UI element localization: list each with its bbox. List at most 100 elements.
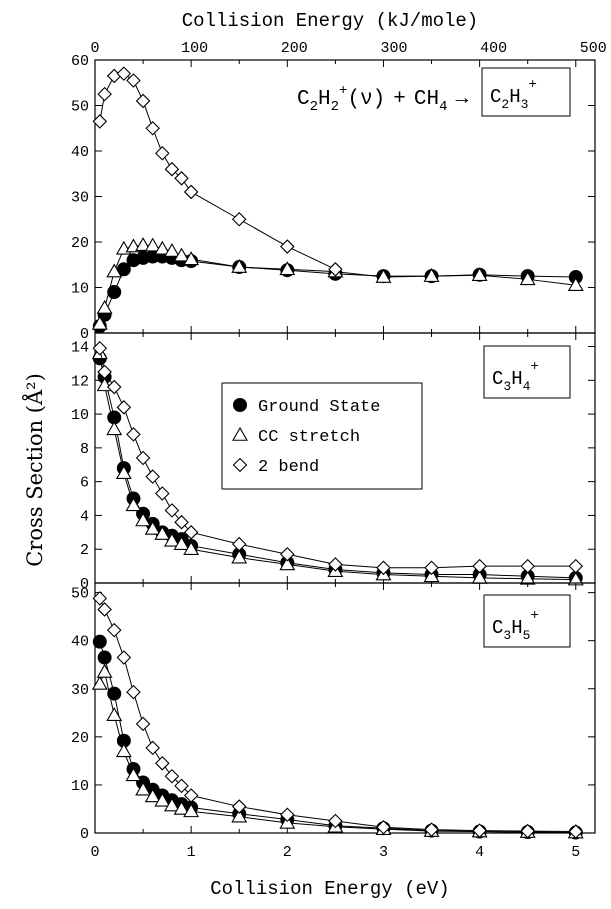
x2-tick-label: 0 xyxy=(90,40,99,57)
data-point xyxy=(154,792,171,807)
data-point xyxy=(471,267,488,282)
data-point xyxy=(135,781,152,796)
x-tick-label: 3 xyxy=(379,844,388,861)
data-point xyxy=(163,532,180,547)
data-point xyxy=(568,824,584,839)
y-tick-label: 0 xyxy=(80,326,89,343)
data-point xyxy=(231,799,247,814)
data-point xyxy=(183,788,199,803)
product-label: C2H3+ xyxy=(490,77,537,112)
data-point xyxy=(106,263,123,278)
y-tick-label: 60 xyxy=(71,53,89,70)
legend-label: CC stretch xyxy=(258,428,360,447)
series-2-bend xyxy=(92,340,584,576)
y-axis-title: Cross Section (Å²) xyxy=(22,373,47,567)
data-point xyxy=(567,277,584,292)
series-ground-state xyxy=(92,249,583,334)
data-point xyxy=(106,379,122,395)
data-point xyxy=(231,211,247,227)
y-tick-label: 12 xyxy=(71,373,89,390)
data-point xyxy=(173,536,190,550)
product-label: C3H4+ xyxy=(492,359,539,394)
y-tick-label: 0 xyxy=(80,576,89,593)
data-point xyxy=(135,93,151,109)
data-point xyxy=(92,114,108,129)
y-tick-label: 14 xyxy=(71,340,89,357)
data-point xyxy=(154,525,171,540)
legend-marker xyxy=(233,398,247,412)
data-point xyxy=(116,650,132,665)
y-tick-label: 8 xyxy=(80,441,89,458)
x-tick-label: 1 xyxy=(187,844,196,861)
data-point xyxy=(519,271,536,286)
y-tick-label: 30 xyxy=(71,190,89,207)
y-tick-label: 4 xyxy=(80,508,89,525)
data-point xyxy=(125,497,142,512)
x2-tick-label: 500 xyxy=(580,40,607,57)
data-point xyxy=(328,557,343,572)
data-point xyxy=(135,237,152,251)
y-tick-label: 20 xyxy=(71,235,89,252)
data-point xyxy=(279,261,296,276)
data-point xyxy=(97,86,112,102)
data-point xyxy=(164,768,180,784)
data-point xyxy=(520,558,535,574)
data-point xyxy=(423,568,440,583)
data-point xyxy=(125,767,142,782)
data-point xyxy=(424,560,439,576)
data-point xyxy=(280,239,295,254)
y-tick-label: 50 xyxy=(71,99,89,116)
reaction-equation: C2H2+(ν) + CH4 → xyxy=(297,83,468,115)
data-point xyxy=(183,541,200,556)
legend-label: Ground State xyxy=(258,398,380,417)
legend-marker xyxy=(232,457,248,473)
data-point xyxy=(231,258,248,273)
y-tick-label: 0 xyxy=(80,826,89,843)
data-point xyxy=(126,684,141,700)
data-point xyxy=(135,716,151,732)
data-point xyxy=(280,807,295,823)
data-point xyxy=(328,262,343,277)
data-point xyxy=(163,242,180,257)
data-point xyxy=(115,465,132,480)
legend: Ground State CC stretch 2 bend xyxy=(221,382,423,490)
data-point xyxy=(135,512,152,527)
series-2-bend xyxy=(92,591,584,839)
y-tick-label: 10 xyxy=(71,778,89,795)
data-point xyxy=(163,797,180,812)
x-tick-label: 4 xyxy=(475,844,484,861)
legend-box xyxy=(221,382,423,490)
x2-tick-label: 300 xyxy=(380,40,407,57)
x-tick-label: 5 xyxy=(571,844,580,861)
data-point xyxy=(164,503,180,518)
data-point xyxy=(173,800,190,815)
data-point xyxy=(376,560,391,576)
y-tick-label: 40 xyxy=(71,144,89,161)
data-point xyxy=(231,808,248,823)
y-tick-label: 40 xyxy=(71,634,89,651)
data-point xyxy=(183,525,199,540)
data-point xyxy=(145,740,160,756)
data-point xyxy=(97,650,112,665)
data-point xyxy=(135,450,151,466)
data-point xyxy=(96,663,113,678)
data-point xyxy=(116,400,132,415)
product-box xyxy=(481,67,571,117)
data-point xyxy=(106,622,122,638)
data-point xyxy=(568,558,584,574)
product-box xyxy=(483,345,571,399)
data-point xyxy=(91,675,108,690)
data-point xyxy=(115,743,132,758)
y-tick-label: 2 xyxy=(80,542,89,559)
data-point xyxy=(92,340,108,356)
data-point xyxy=(144,237,161,252)
x2-tick-label: 400 xyxy=(480,40,507,57)
data-point xyxy=(164,161,180,177)
data-point xyxy=(280,547,295,562)
x-tick-label: 2 xyxy=(283,844,292,861)
series-2-bend xyxy=(92,66,343,277)
data-point xyxy=(183,251,200,266)
